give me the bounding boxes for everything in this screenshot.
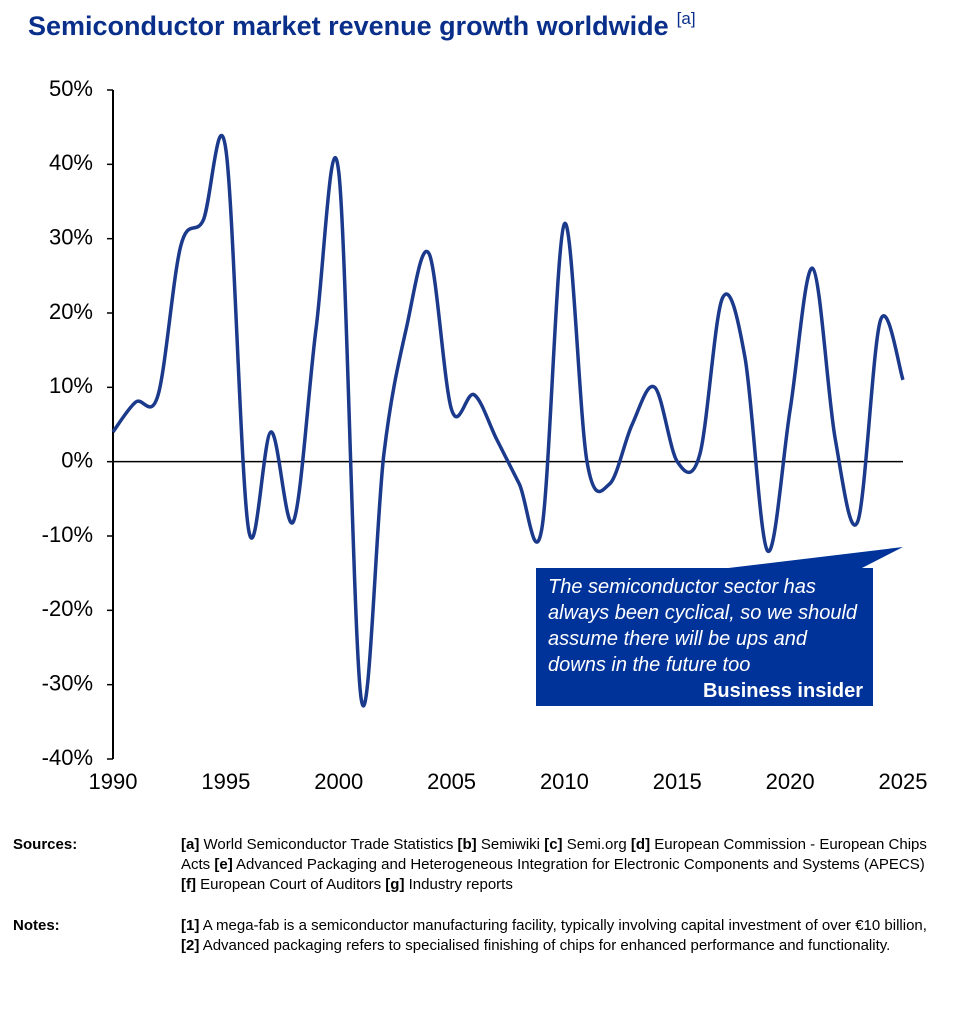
ref: [a] [181,836,200,853]
source-group: [f] European Court of Auditors [g] Indus… [181,875,941,895]
callout-box [536,568,873,706]
notes-label: Notes: [13,917,60,934]
ref-text: European Court of Auditors [200,876,382,893]
ref: [2] [181,937,200,954]
x-tick-label: 2025 [879,769,928,794]
source-group: [a] World Semiconductor Trade Statistics… [181,835,941,875]
ref-text: Semiwiki [480,836,541,853]
ref-text: A mega-fab is a semiconductor manufactur… [202,917,927,934]
ref-text: Industry reports [408,876,513,893]
x-tick-label: 2000 [314,769,363,794]
y-tick-label: -20% [42,596,93,621]
chart: Semiconductor market revenue growth worl… [28,9,928,794]
x-tick-label: 2010 [540,769,589,794]
y-tick-label: -40% [42,745,93,770]
ref: [f] [181,876,196,893]
ref: [1] [181,917,200,934]
callout: The semiconductor sector has always been… [536,568,873,706]
notes: [1] A mega-fab is a semiconductor manufa… [181,916,941,956]
y-tick-label: 50% [49,76,93,101]
y-tick-label: 10% [49,373,93,398]
x-tick-label: 2005 [427,769,476,794]
ref-text: Advanced packaging refers to specialised… [202,937,891,954]
ref-text: World Semiconductor Trade Statistics [203,836,454,853]
title-text: Semiconductor market revenue growth worl… [28,11,669,41]
y-tick-label: -10% [42,522,93,547]
chart-title: Semiconductor market revenue growth worl… [28,9,696,41]
y-tick-label: 20% [49,299,93,324]
x-tick-label: 1995 [201,769,250,794]
ref: [c] [544,836,563,853]
sources: [a] World Semiconductor Trade Statistics… [181,835,941,895]
x-tick-label: 2020 [766,769,815,794]
y-tick-label: 40% [49,150,93,175]
x-tick-label: 1990 [89,769,138,794]
ref: [d] [630,836,651,853]
ref: [e] [214,856,233,873]
ref-text: European Commission - European Chips Act… [181,836,927,873]
title-note: [a] [677,9,696,28]
y-tick-label: 30% [49,224,93,249]
y-tick-label: 0% [61,447,93,472]
ref-text: Advanced Packaging and Heterogeneous Int… [236,856,925,873]
ref: [g] [385,876,405,893]
callout-tail [720,547,903,569]
ref: [b] [457,836,477,853]
callout-source: Business insider [702,680,863,702]
x-tick-label: 2015 [653,769,702,794]
ref-text: Semi.org [566,836,627,853]
data-line [111,133,905,708]
y-tick-label: -30% [42,670,93,695]
callout-text: The semiconductor sector has always been… [548,576,858,676]
sources-label: Sources: [13,836,78,853]
